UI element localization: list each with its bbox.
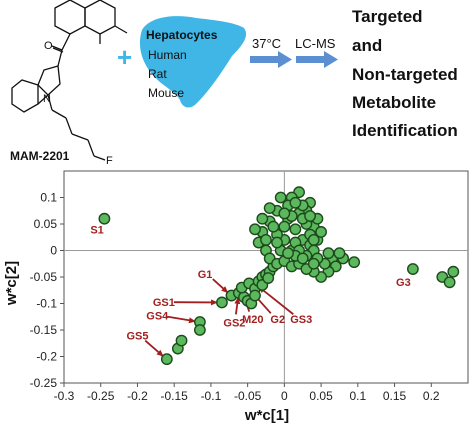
data-point bbox=[307, 234, 320, 246]
data-point bbox=[304, 210, 316, 222]
annotation-label-gs1: GS1 bbox=[153, 297, 175, 309]
x-tick-label: 0 bbox=[281, 389, 288, 403]
y-tick-label: -0.25 bbox=[30, 376, 58, 390]
data-point bbox=[443, 276, 456, 289]
y-tick-label: 0.1 bbox=[40, 191, 57, 205]
annotation-label-m20: M20 bbox=[242, 314, 263, 326]
species-rat: Rat bbox=[148, 67, 167, 81]
x-tick-label: 0.1 bbox=[349, 389, 366, 403]
indole-benzene-ring bbox=[11, 79, 39, 113]
x-tick-label: -0.25 bbox=[87, 389, 115, 403]
outcome-line-5: Identification bbox=[352, 121, 458, 140]
outcome-line-2: and bbox=[352, 36, 382, 55]
nitrogen-atom-label: N bbox=[43, 93, 51, 105]
y-tick-label: -0.15 bbox=[30, 323, 58, 337]
outcome-line-1: Targeted bbox=[352, 7, 423, 26]
x-ticks: -0.3 -0.25 -0.2 -0.15 -0.1 -0.05 0 0.05 0.1 0.15 0… bbox=[54, 383, 440, 403]
oxygen-atom-label: O bbox=[44, 40, 53, 52]
annotation-arrow-gs4 bbox=[167, 315, 196, 324]
annotation-arrow-gs3 bbox=[258, 286, 294, 315]
annotation-arrow-gs5 bbox=[144, 339, 164, 357]
annotation-label-gs2: GS2 bbox=[223, 317, 245, 329]
compound-label: MAM-2201 bbox=[10, 149, 70, 163]
annotation-arrow-gs2 bbox=[234, 296, 241, 315]
fluorine-atom-label: F bbox=[106, 155, 113, 167]
data-point bbox=[98, 212, 111, 225]
data-point bbox=[249, 223, 261, 236]
mam-2201-structure bbox=[11, 0, 128, 161]
arrow-right-icon bbox=[296, 51, 338, 68]
y-tick-label: -0.2 bbox=[36, 350, 57, 364]
species-mouse: Mouse bbox=[148, 86, 184, 100]
data-point bbox=[175, 334, 188, 347]
data-point bbox=[289, 196, 302, 209]
annotation-label-g3: G3 bbox=[396, 277, 411, 289]
y-tick-label: 0 bbox=[50, 244, 57, 258]
y-tick-label: -0.1 bbox=[36, 297, 57, 311]
data-points bbox=[98, 186, 460, 366]
x-axis-label: w*c[1] bbox=[244, 407, 289, 424]
x-tick-label: -0.1 bbox=[201, 389, 222, 403]
x-tick-label: -0.15 bbox=[161, 389, 189, 403]
species-human: Human bbox=[148, 48, 187, 62]
data-point bbox=[282, 247, 294, 260]
x-tick-label: -0.2 bbox=[127, 389, 148, 403]
plus-sign: + bbox=[117, 42, 132, 72]
data-point bbox=[271, 236, 283, 249]
annotation-label-g1: G1 bbox=[198, 269, 213, 281]
annotation-label-gs5: GS5 bbox=[126, 331, 148, 343]
annotation-label-gs4: GS4 bbox=[146, 310, 169, 322]
arrow-right-icon bbox=[250, 51, 292, 68]
lcms-label: LC-MS bbox=[295, 36, 336, 51]
outcome-line-3: Non-targeted bbox=[352, 65, 458, 84]
hepatocytes-title: Hepatocytes bbox=[146, 28, 218, 42]
data-point bbox=[315, 226, 327, 238]
naphthalene-ring-a bbox=[54, 0, 86, 35]
x-tick-label: -0.3 bbox=[54, 389, 75, 403]
y-tick-label: -0.05 bbox=[30, 270, 58, 284]
data-point bbox=[307, 257, 320, 270]
data-point bbox=[322, 247, 335, 260]
data-point bbox=[447, 265, 460, 278]
x-tick-label: 0.2 bbox=[423, 389, 440, 403]
x-tick-label: 0.05 bbox=[309, 389, 333, 403]
data-point bbox=[260, 234, 272, 246]
data-point bbox=[296, 252, 309, 265]
data-point bbox=[267, 220, 280, 233]
y-ticks: 0.1 0.05 0 -0.05 -0.1 -0.15 -0.2 -0.25 bbox=[30, 191, 64, 390]
annotation-label-s1: S1 bbox=[90, 225, 103, 237]
data-point bbox=[249, 289, 261, 302]
data-point bbox=[216, 296, 228, 309]
data-point bbox=[262, 272, 275, 284]
data-point bbox=[160, 353, 173, 366]
liver-icon bbox=[139, 16, 247, 108]
annotation-label-g2: G2 bbox=[270, 314, 285, 326]
temperature-label: 37°C bbox=[252, 36, 281, 51]
data-point bbox=[256, 212, 269, 225]
y-axis-label: w*c[2] bbox=[3, 261, 20, 306]
indole-pyrrole-ring bbox=[37, 65, 61, 96]
annotation-arrow-g1 bbox=[212, 278, 229, 294]
x-tick-label: -0.05 bbox=[234, 389, 262, 403]
x-tick-label: 0.15 bbox=[383, 389, 407, 403]
data-point bbox=[407, 263, 419, 275]
data-point bbox=[193, 324, 206, 336]
data-point bbox=[263, 202, 276, 214]
data-point bbox=[278, 207, 291, 220]
naphthalene-ring-b bbox=[84, 0, 116, 35]
annotation-label-gs3: GS3 bbox=[290, 314, 312, 326]
data-point bbox=[333, 247, 346, 260]
experimental-scheme: O N F MAM-2201 + Hepatocytes Human Rat M… bbox=[10, 0, 458, 167]
data-point bbox=[289, 223, 302, 236]
data-point bbox=[348, 256, 361, 269]
outcome-line-4: Metabolite bbox=[352, 93, 436, 112]
data-point bbox=[278, 220, 291, 233]
y-tick-label: 0.05 bbox=[34, 217, 58, 231]
